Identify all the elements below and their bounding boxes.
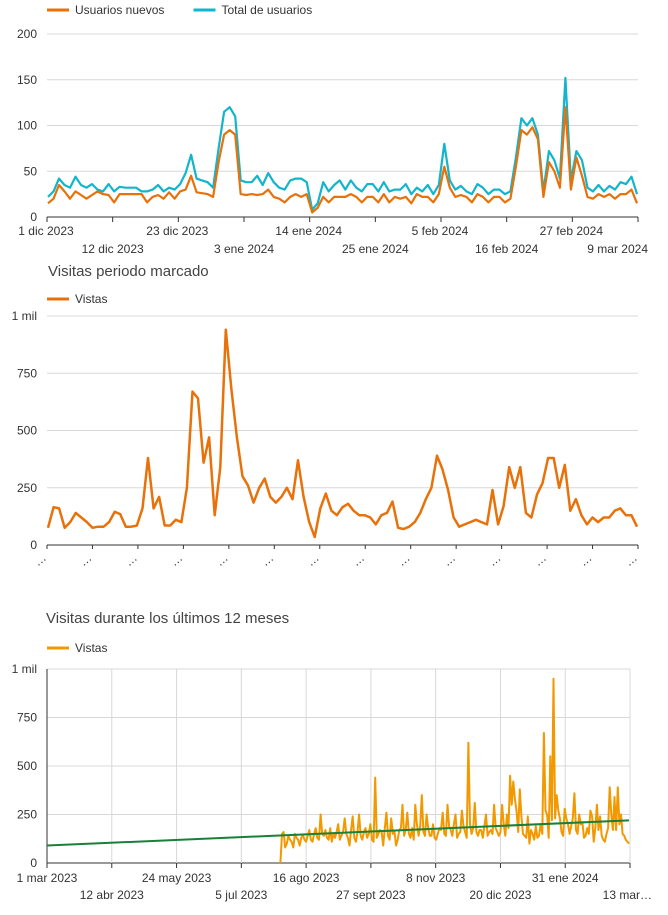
y-tick-label: 500 <box>17 759 37 773</box>
x-tick-label: … <box>76 551 94 569</box>
x-tick-label: … <box>258 551 276 569</box>
x-tick-label: … <box>485 551 503 569</box>
x-tick-label: … <box>31 551 49 569</box>
y-tick-label: 1 mil <box>12 662 37 676</box>
x-tick-label: 3 ene 2024 <box>214 242 274 256</box>
users-line-chart: Usuarios nuevos Total de usuarios 0 50 100 15… <box>17 3 648 256</box>
x-tick-label: … <box>440 551 458 569</box>
series-line-usuarios-nuevos <box>47 106 639 214</box>
legend-label-vistas: Vistas <box>75 292 107 306</box>
legend-label-vistas: Vistas <box>75 641 107 655</box>
x-tick-label: 5 feb 2024 <box>412 224 469 238</box>
trendline <box>46 819 630 847</box>
x-tick-label: … <box>394 551 412 569</box>
x-tick-label: … <box>213 551 231 569</box>
x-tick-label: 25 ene 2024 <box>342 242 409 256</box>
x-tick-label: … <box>531 551 549 569</box>
x-tick-label: 27 sept 2023 <box>336 888 406 902</box>
x-tick-label: 16 ago 2023 <box>273 871 340 885</box>
legend-label-usuarios-nuevos: Usuarios nuevos <box>75 3 164 17</box>
x-tick-label: 27 feb 2024 <box>540 224 604 238</box>
yearly-views-line-chart: Visitas durante los últimos 12 meses Vist… <box>12 610 652 902</box>
legend-label-total-de-usuarios: Total de usuarios <box>222 3 313 17</box>
x-tick-label: 16 feb 2024 <box>475 242 539 256</box>
x-tick-label: … <box>167 551 185 569</box>
x-tick-label: 5 jul 2023 <box>215 888 267 902</box>
y-tick-label: 250 <box>17 481 37 495</box>
y-tick-label: 1 mil <box>12 309 37 323</box>
y-tick-label: 50 <box>24 164 38 178</box>
series-line-vistas <box>46 328 639 539</box>
x-tick-label: … <box>622 551 640 569</box>
series-line-vistas <box>279 677 630 864</box>
x-tick-label: 1 mar 2023 <box>17 871 78 885</box>
y-tick-label: 0 <box>30 210 37 224</box>
x-tick-label: 12 abr 2023 <box>80 888 144 902</box>
x-tick-label: 20 dic 2023 <box>469 888 531 902</box>
period-views-line-chart: Visitas periodo marcado Vistas 0 250 500 750 1… <box>12 263 640 569</box>
x-tick-label: 24 may 2023 <box>142 871 212 885</box>
y-tick-label: 150 <box>17 73 37 87</box>
y-tick-label: 200 <box>17 27 37 41</box>
y-tick-label: 0 <box>30 856 37 870</box>
x-tick-label: … <box>304 551 322 569</box>
x-tick-label: 31 ene 2024 <box>532 871 599 885</box>
series-line-total-de-usuarios <box>47 76 639 211</box>
x-tick-label: 14 ene 2024 <box>275 224 342 238</box>
x-tick-label: 12 dic 2023 <box>82 242 144 256</box>
y-tick-label: 750 <box>17 366 37 380</box>
y-tick-label: 100 <box>17 119 37 133</box>
y-tick-label: 0 <box>30 538 37 552</box>
x-tick-label: 23 dic 2023 <box>146 224 208 238</box>
chart-title: Visitas durante los últimos 12 meses <box>46 610 289 627</box>
chart-title: Visitas periodo marcado <box>48 263 209 280</box>
y-tick-label: 500 <box>17 424 37 438</box>
y-tick-label: 750 <box>17 711 37 725</box>
x-tick-label: … <box>122 551 140 569</box>
x-tick-label: 9 mar 2024 <box>587 242 648 256</box>
y-tick-label: 250 <box>17 808 37 822</box>
x-tick-label: … <box>349 551 367 569</box>
x-tick-label: 13 mar… <box>603 888 652 902</box>
x-tick-label: … <box>576 551 594 569</box>
x-tick-label: 8 nov 2023 <box>406 871 466 885</box>
x-tick-label: 1 dic 2023 <box>18 224 74 238</box>
